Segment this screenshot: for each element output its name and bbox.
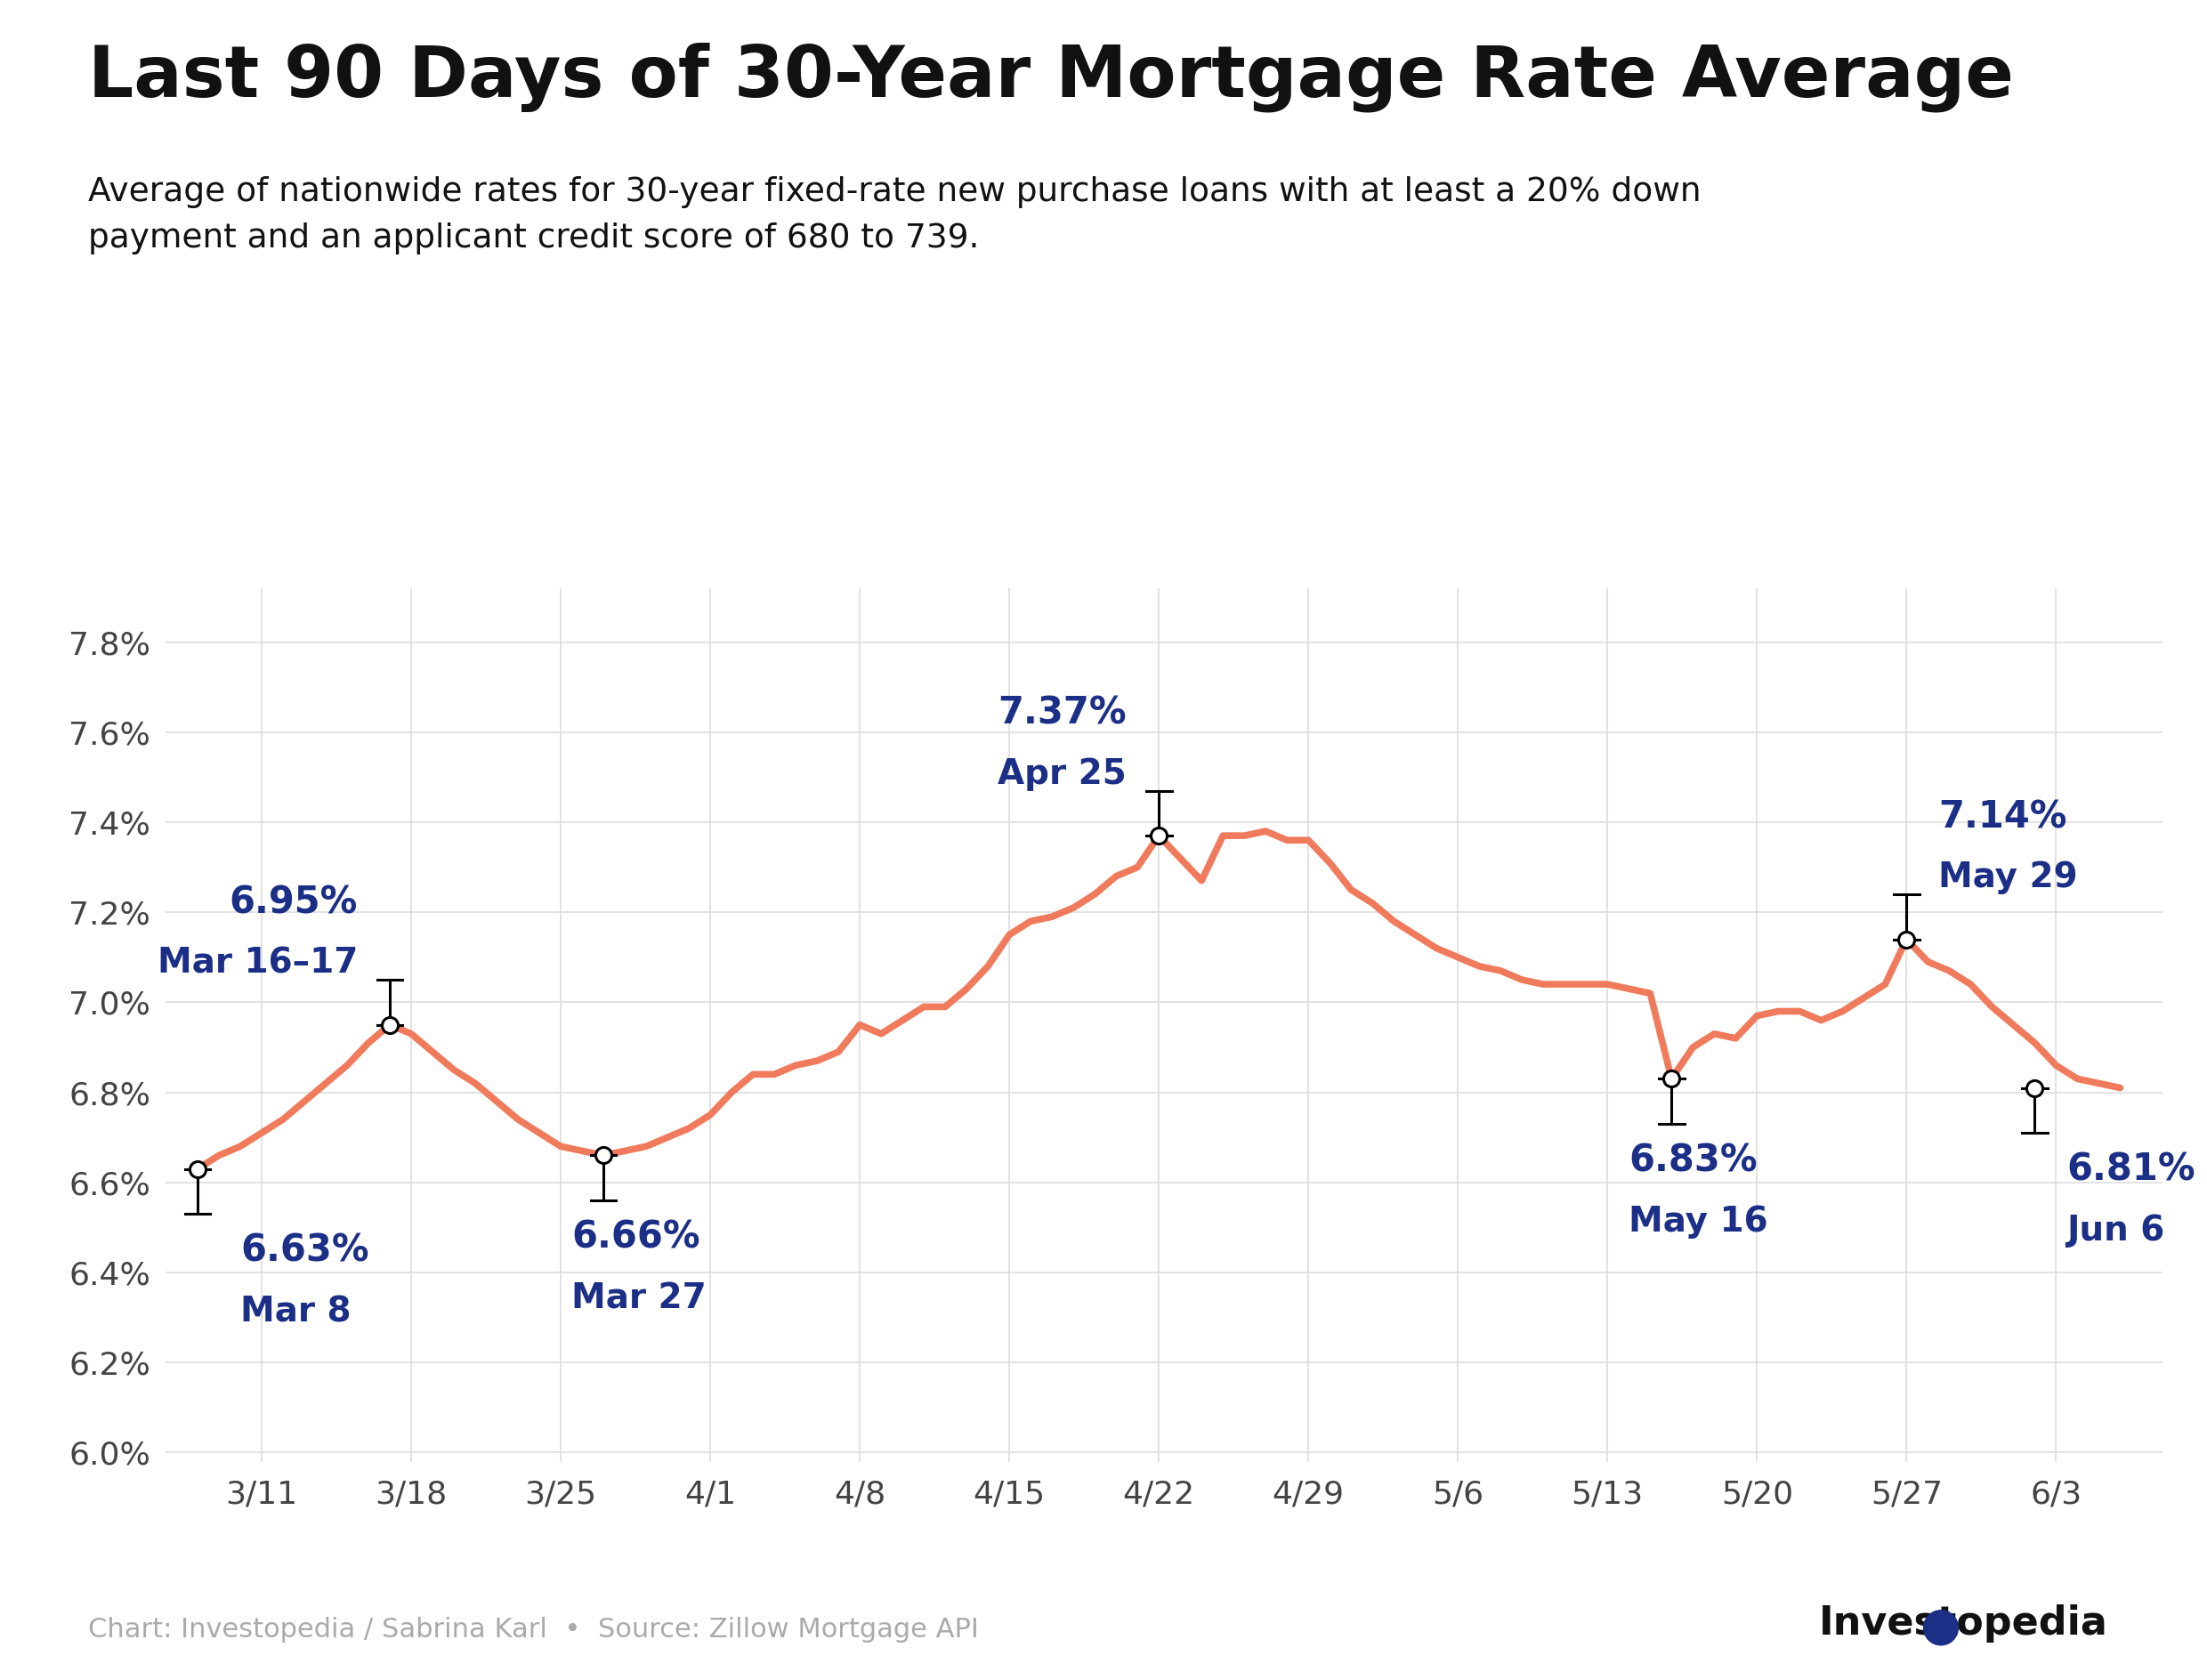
Text: 6.81%: 6.81% xyxy=(2066,1151,2196,1188)
Text: Mar 16–17: Mar 16–17 xyxy=(157,946,358,979)
Text: Mar 8: Mar 8 xyxy=(241,1295,351,1329)
Text: 6.66%: 6.66% xyxy=(572,1218,700,1257)
Text: Average of nationwide rates for 30-year fixed-rate new purchase loans with at le: Average of nationwide rates for 30-year … xyxy=(88,176,1702,254)
Text: Jun 6: Jun 6 xyxy=(2066,1215,2165,1248)
Text: 6.95%: 6.95% xyxy=(230,884,358,921)
Text: Apr 25: Apr 25 xyxy=(998,756,1128,791)
Text: Chart: Investopedia / Sabrina Karl  •  Source: Zillow Mortgage API: Chart: Investopedia / Sabrina Karl • Sou… xyxy=(88,1618,980,1643)
Text: May 29: May 29 xyxy=(1938,860,2079,894)
Text: 6.63%: 6.63% xyxy=(241,1231,369,1270)
Text: May 16: May 16 xyxy=(1629,1205,1768,1238)
Text: Investopedia: Investopedia xyxy=(1819,1604,2108,1643)
Text: 7.14%: 7.14% xyxy=(1938,798,2068,835)
Text: Last 90 Days of 30-Year Mortgage Rate Average: Last 90 Days of 30-Year Mortgage Rate Av… xyxy=(88,42,2015,113)
Text: ●: ● xyxy=(1920,1603,1962,1650)
Text: 7.37%: 7.37% xyxy=(998,696,1128,732)
Text: 6.83%: 6.83% xyxy=(1629,1142,1757,1179)
Text: Mar 27: Mar 27 xyxy=(572,1282,706,1315)
